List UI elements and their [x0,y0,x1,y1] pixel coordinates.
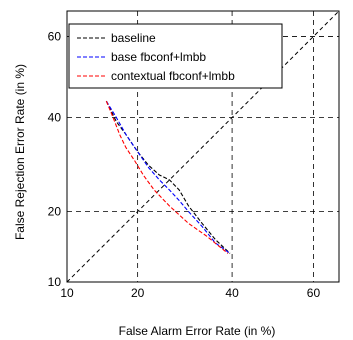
reference-line [66,10,340,283]
x-tick-label: 40 [225,286,239,300]
y-tick-label: 40 [48,111,62,125]
x-tick-labels: 10 20 40 60 [60,286,320,300]
x-tick-label: 10 [60,286,74,300]
x-tick-label: 60 [307,286,321,300]
series-line-2 [105,100,231,254]
y-tick-label: 10 [48,275,62,289]
y-tick-label: 20 [48,205,62,219]
legend: baseline base fbconf+lmbb contextual fbcon… [68,23,283,89]
series-line-1 [105,100,231,254]
y-axis-label: False Rejection Error Rate (in %) [13,64,27,240]
plot-frame [66,10,340,283]
x-axis-label: False Alarm Error Rate (in %) [119,324,276,338]
y-tick-labels: 10 20 40 60 [48,29,62,289]
legend-label: baseline [111,31,156,45]
legend-label: contextual fbconf+lmbb [111,69,235,83]
series-line-3 [105,100,229,254]
legend-label: base fbconf+lmbb [111,50,206,64]
y-tick-label: 60 [48,29,62,43]
x-tick-label: 20 [131,286,145,300]
series-lines [105,100,231,254]
legend-box [68,23,283,89]
equal-error-line [66,10,340,283]
